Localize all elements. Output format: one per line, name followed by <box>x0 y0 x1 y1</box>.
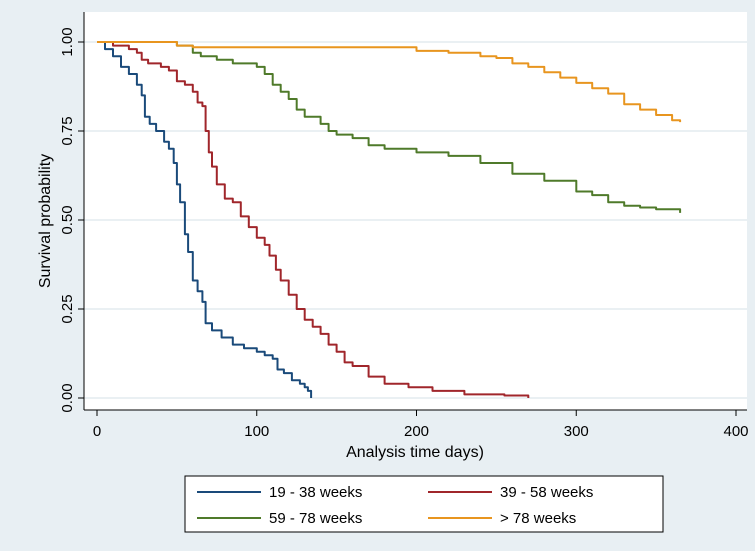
series-line <box>97 41 682 123</box>
plot-area <box>84 12 747 410</box>
x-tick-label: 0 <box>93 423 101 440</box>
x-tick-label: 100 <box>244 423 269 440</box>
legend-label: 39 - 58 weeks <box>500 484 593 501</box>
axes: 0.00 0.25 0.50 0.75 1.00 0 100 200 300 400 <box>59 12 749 440</box>
x-axis-label: Analysis time days) <box>346 444 484 461</box>
x-tick-label: 200 <box>404 423 429 440</box>
grid-lines <box>84 41 747 399</box>
x-tick-label: 300 <box>564 423 589 440</box>
series-line <box>97 41 682 213</box>
series-line <box>97 41 530 398</box>
legend-box <box>184 475 664 533</box>
y-tick-label: 0.50 <box>59 205 76 234</box>
y-axis-label: Survival probability <box>37 154 54 288</box>
series-line <box>97 41 313 398</box>
legend: 19 - 38 weeks 39 - 58 weeks 59 - 78 weeks >… <box>184 475 664 533</box>
y-tick-label: 0.75 <box>59 116 76 145</box>
legend-label: 59 - 78 weeks <box>269 510 362 527</box>
y-tick-label: 1.00 <box>59 27 76 56</box>
y-tick-label: 0.00 <box>59 383 76 412</box>
series-lines <box>97 41 682 398</box>
legend-label: 19 - 38 weeks <box>269 484 362 501</box>
x-tick-label: 400 <box>723 423 748 440</box>
legend-label: > 78 weeks <box>500 510 576 527</box>
y-tick-label: 0.25 <box>59 294 76 323</box>
